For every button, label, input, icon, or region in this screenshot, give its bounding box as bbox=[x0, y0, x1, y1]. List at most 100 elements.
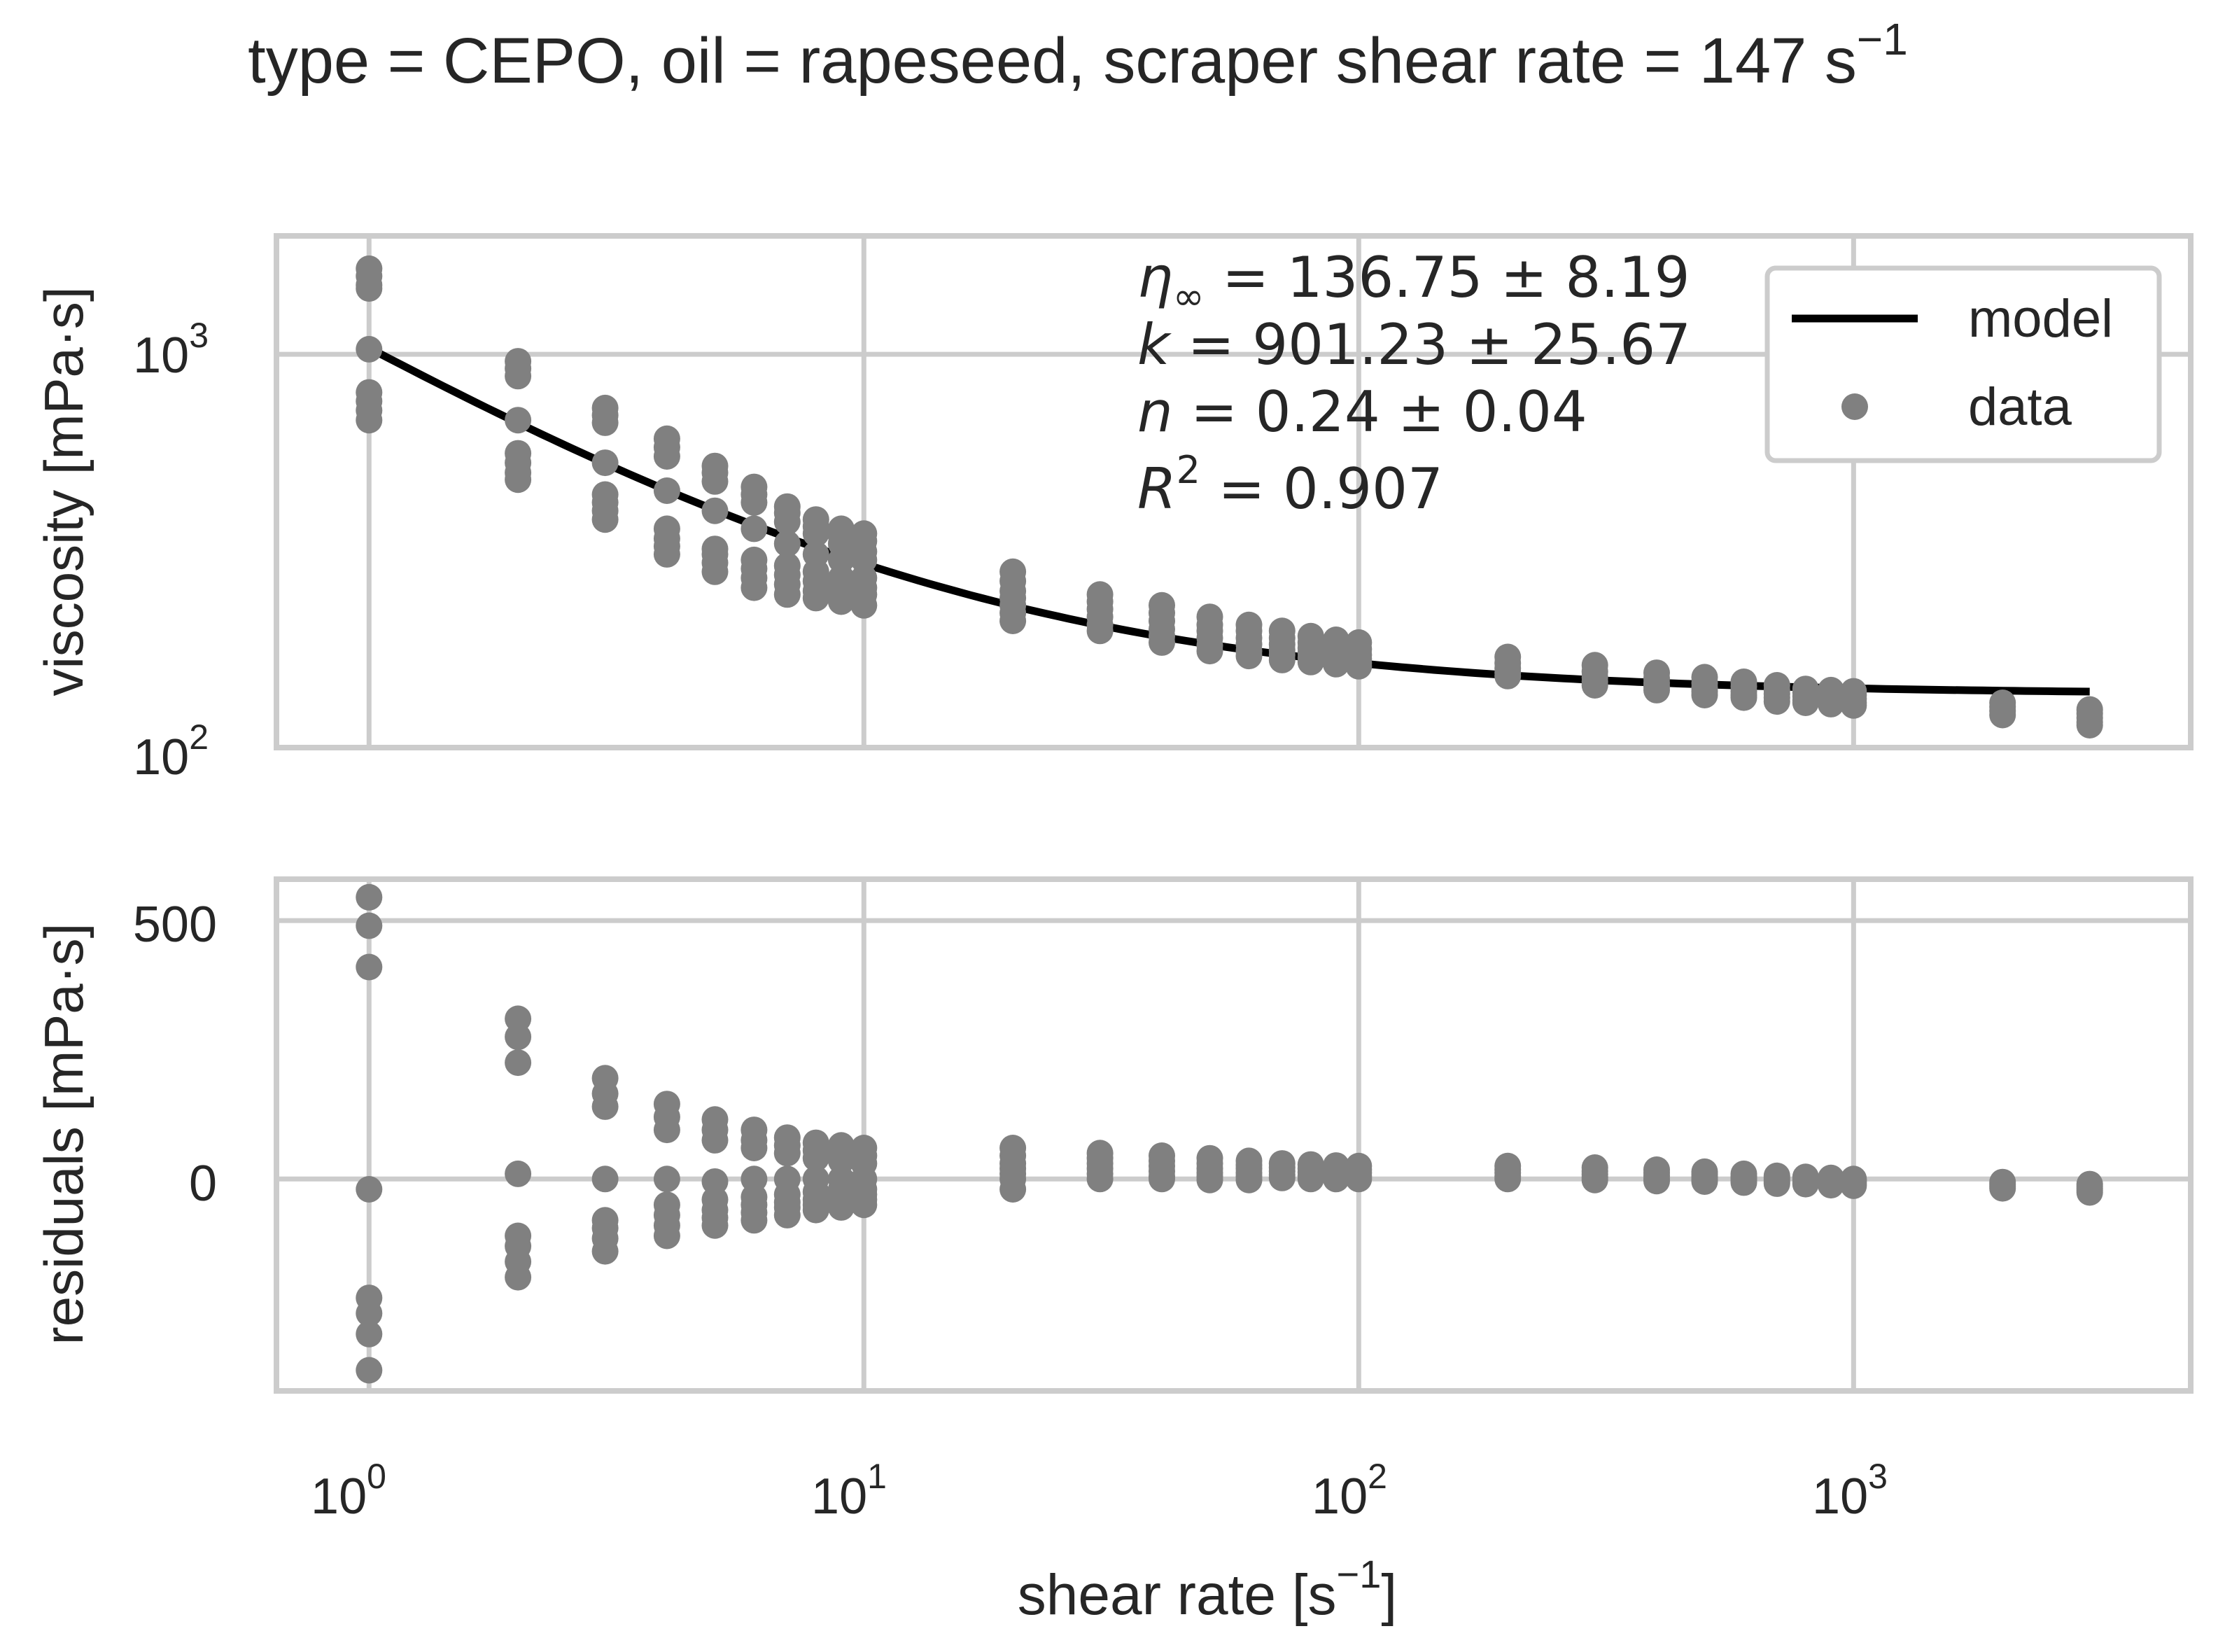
residual-data-point bbox=[773, 1140, 801, 1167]
residual-data-point bbox=[1792, 1170, 1819, 1198]
residual-data-point bbox=[653, 1222, 680, 1250]
viscosity-data-point bbox=[701, 497, 729, 524]
residual-data-point bbox=[1643, 1168, 1670, 1195]
viscosity-data-point bbox=[1086, 617, 1114, 645]
residual-data-point bbox=[802, 1144, 829, 1172]
legend-model-label: model bbox=[1968, 289, 2113, 349]
viscosity-ylabel: viscosity [mPa·s] bbox=[33, 286, 94, 696]
residual-data-point bbox=[999, 1176, 1027, 1203]
viscosity-data-point bbox=[773, 581, 801, 608]
viscosity-data-point bbox=[653, 443, 680, 470]
viscosity-data-point bbox=[802, 520, 829, 547]
residual-data-point bbox=[653, 1116, 680, 1144]
viscosity-data-point bbox=[773, 530, 801, 557]
viscosity-data-point bbox=[1730, 684, 1757, 711]
viscosity-data-point bbox=[356, 335, 383, 363]
viscosity-data-point bbox=[740, 515, 768, 542]
viscosity-data-point bbox=[591, 506, 619, 533]
residuals-ytick-label: 0 bbox=[189, 1156, 217, 1212]
viscosity-data-point bbox=[802, 584, 829, 612]
viscosity-data-point bbox=[740, 489, 768, 516]
residual-data-point bbox=[1581, 1166, 1608, 1194]
residual-data-point bbox=[1691, 1168, 1718, 1195]
viscosity-data-point bbox=[1235, 643, 1263, 670]
residual-data-point bbox=[505, 1160, 532, 1187]
legend-data-label: data bbox=[1968, 377, 2072, 437]
residual-data-point bbox=[356, 1300, 383, 1327]
residual-data-point bbox=[1297, 1166, 1324, 1193]
chart-title-main: type = CEPO, oil = rapeseed, scraper she… bbox=[248, 25, 1857, 97]
viscosity-data-point bbox=[505, 407, 532, 434]
xtick-label: 102 bbox=[1312, 1457, 1387, 1525]
viscosity-data-point bbox=[740, 574, 768, 601]
viscosity-data-point bbox=[1691, 682, 1718, 708]
viscosity-data-point bbox=[1268, 646, 1296, 673]
residual-data-point bbox=[505, 1023, 532, 1051]
residual-data-point bbox=[1989, 1175, 2016, 1202]
residual-data-point bbox=[2076, 1179, 2103, 1206]
viscosity-data-point bbox=[1345, 652, 1373, 680]
viscosity-data-point bbox=[505, 363, 532, 390]
legend: model data bbox=[1764, 265, 2162, 463]
viscosity-data-point bbox=[505, 466, 532, 493]
residual-data-point bbox=[1763, 1170, 1790, 1197]
residual-data-point bbox=[1086, 1166, 1114, 1193]
residual-data-point bbox=[591, 1093, 619, 1120]
xlabel: shear rate [s−1] bbox=[1018, 1552, 1397, 1627]
residual-data-point bbox=[827, 1194, 855, 1221]
residual-data-point bbox=[356, 912, 383, 939]
viscosity-panel: 103 102 viscosity [mPa·s] η∞ = 136.75 ± … bbox=[33, 233, 2194, 785]
residuals-ytick-label: 500 bbox=[133, 897, 217, 953]
viscosity-data-point bbox=[1818, 690, 1844, 718]
residuals-panel: 500 0 residuals [mPa·s] 100 101 102 103 … bbox=[33, 876, 2194, 1627]
residual-data-point bbox=[591, 1238, 619, 1265]
viscosity-data-point bbox=[999, 608, 1027, 634]
residual-data-point bbox=[1730, 1169, 1757, 1196]
viscosity-data-point bbox=[591, 409, 619, 436]
viscosity-data-point bbox=[701, 558, 729, 585]
viscosity-data-point bbox=[1494, 662, 1522, 690]
residual-data-point bbox=[773, 1201, 801, 1228]
viscosity-data-point bbox=[827, 588, 855, 615]
viscosity-data-point bbox=[850, 592, 878, 619]
viscosity-data-point bbox=[1297, 648, 1324, 676]
residual-data-point bbox=[1196, 1166, 1223, 1194]
viscosity-data-point bbox=[1149, 629, 1175, 656]
residual-data-point bbox=[850, 1191, 878, 1219]
residual-data-point bbox=[356, 1320, 383, 1348]
xtick-label: 103 bbox=[1812, 1457, 1888, 1525]
residual-data-point bbox=[505, 1264, 532, 1291]
residual-data-point bbox=[1323, 1166, 1349, 1193]
residual-data-point bbox=[591, 1166, 619, 1193]
residual-data-point bbox=[1149, 1166, 1175, 1193]
residual-data-point bbox=[1268, 1164, 1296, 1191]
residual-data-point bbox=[356, 1176, 383, 1203]
viscosity-data-point bbox=[1323, 650, 1349, 678]
viscosity-data-point bbox=[1792, 690, 1819, 716]
residuals-data-points bbox=[356, 883, 2103, 1384]
residual-data-point bbox=[356, 883, 383, 911]
viscosity-data-point bbox=[2076, 712, 2103, 738]
viscosity-data-point bbox=[1763, 688, 1790, 715]
chart-title-sup: −1 bbox=[1857, 14, 1908, 64]
residual-data-point bbox=[740, 1207, 768, 1234]
residual-data-point bbox=[1345, 1166, 1373, 1193]
viscosity-data-point bbox=[653, 477, 680, 504]
annotation-r-squared: R2 = 0.907 bbox=[1137, 448, 1443, 522]
viscosity-ytick-label: 103 bbox=[133, 316, 209, 384]
residual-data-point bbox=[356, 1357, 383, 1384]
residual-data-point bbox=[1235, 1166, 1263, 1194]
residual-data-point bbox=[701, 1126, 729, 1154]
residual-data-point bbox=[802, 1196, 829, 1224]
viscosity-data-point bbox=[1840, 692, 1867, 719]
viscosity-plot-frame bbox=[274, 233, 2194, 750]
viscosity-data-point bbox=[591, 449, 619, 477]
legend-data-swatch bbox=[1841, 393, 1868, 420]
annotation-n: n = 0.24 ± 0.04 bbox=[1137, 379, 1587, 444]
viscosity-data-point bbox=[701, 468, 729, 495]
viscosity-data-point bbox=[356, 275, 383, 302]
xtick-label: 100 bbox=[311, 1457, 386, 1525]
viscosity-data-point bbox=[653, 540, 680, 568]
residuals-plot-frame bbox=[274, 876, 2194, 1394]
